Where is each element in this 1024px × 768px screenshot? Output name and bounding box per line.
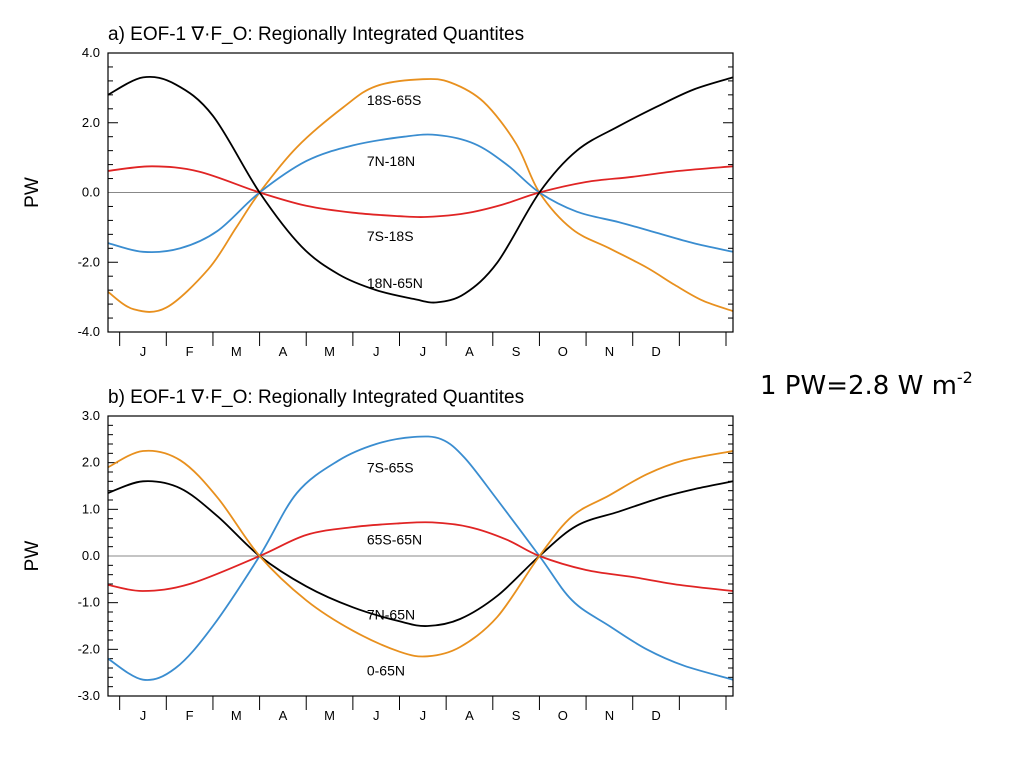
x-tick-label: O [558, 708, 568, 723]
x-tick-label: N [605, 344, 614, 359]
curve-label: 18N-65N [367, 275, 423, 291]
series-line-0-65N [107, 449, 734, 658]
curve-label: 7S-65S [367, 459, 414, 475]
x-tick-label: A [465, 344, 474, 359]
y-tick-label: -3.0 [78, 688, 100, 703]
series-line-7S-65S [107, 435, 734, 681]
unit-note-superscript: -2 [957, 368, 973, 387]
x-tick-label: D [651, 708, 660, 723]
series-line-7N-65N [107, 480, 734, 627]
x-tick-label: J [420, 344, 427, 359]
x-tick-label: D [651, 344, 660, 359]
series-line-7S-18S [107, 165, 734, 218]
x-tick-label: F [186, 344, 194, 359]
y-axis-label: PW [22, 177, 43, 208]
y-tick-label: 3.0 [82, 408, 100, 423]
curve-label: 7S-18S [367, 228, 414, 244]
x-tick-label: J [373, 708, 380, 723]
x-tick-label: F [186, 708, 194, 723]
x-tick-label: M [231, 344, 242, 359]
x-tick-label: A [279, 344, 288, 359]
y-tick-label: 0.0 [82, 185, 100, 200]
y-tick-label: 0.0 [82, 548, 100, 563]
y-tick-label: -1.0 [78, 595, 100, 610]
y-tick-label: -2.0 [78, 254, 100, 269]
x-tick-label: A [279, 708, 288, 723]
unit-note-text: 1 PW=2.8 W m [760, 371, 957, 401]
plot-frame [107, 52, 734, 333]
x-tick-label: J [140, 708, 147, 723]
panel-b: b) EOF-1 ∇·F_O: Regionally Integrated Qu… [22, 387, 734, 723]
y-tick-label: 2.0 [82, 115, 100, 130]
panel-a: a) EOF-1 ∇·F_O: Regionally Integrated Qu… [22, 24, 734, 359]
plot-frame [107, 415, 734, 697]
curve-label: 18S-65S [367, 92, 421, 108]
y-tick-label: 1.0 [82, 501, 100, 516]
y-tick-label: -4.0 [78, 324, 100, 339]
x-tick-label: J [140, 344, 147, 359]
x-tick-label: J [373, 344, 380, 359]
x-tick-label: M [324, 708, 335, 723]
unit-note: 1 PW=2.8 W m-2 [760, 368, 973, 401]
x-tick-label: M [324, 344, 335, 359]
series-line-7N-18N [107, 133, 734, 254]
curve-label: 7N-18N [367, 153, 415, 169]
series-line-18N-65N [107, 75, 734, 304]
series-line-18S-65S [107, 78, 734, 313]
y-tick-label: 2.0 [82, 455, 100, 470]
curve-label: 7N-65N [367, 606, 415, 622]
y-tick-label: -2.0 [78, 641, 100, 656]
x-tick-label: S [512, 708, 521, 723]
curve-label: 0-65N [367, 662, 405, 678]
chart-title: b) EOF-1 ∇·F_O: Regionally Integrated Qu… [108, 387, 524, 408]
chart-title: a) EOF-1 ∇·F_O: Regionally Integrated Qu… [108, 24, 524, 45]
x-tick-label: M [231, 708, 242, 723]
y-tick-label: 4.0 [82, 45, 100, 60]
y-axis-label: PW [22, 541, 43, 572]
x-tick-label: J [420, 708, 427, 723]
series-line-65S-65N [107, 521, 734, 592]
curve-label: 65S-65N [367, 532, 422, 548]
x-tick-label: S [512, 344, 521, 359]
x-tick-label: N [605, 708, 614, 723]
x-tick-label: O [558, 344, 568, 359]
x-tick-label: A [465, 708, 474, 723]
